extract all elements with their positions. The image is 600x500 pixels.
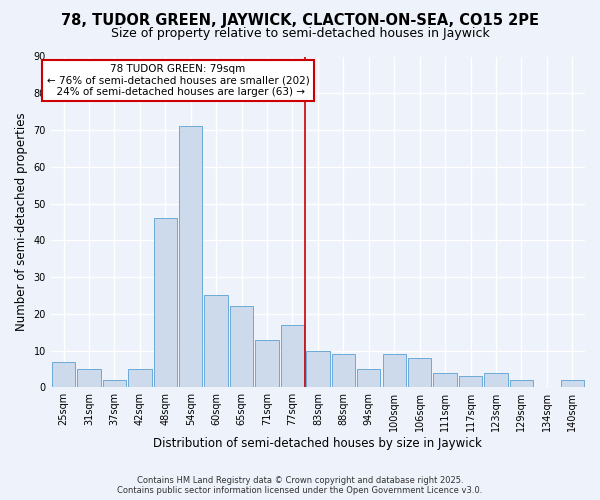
Y-axis label: Number of semi-detached properties: Number of semi-detached properties: [15, 112, 28, 331]
Bar: [560, 380, 584, 388]
Text: Contains HM Land Registry data © Crown copyright and database right 2025.
Contai: Contains HM Land Registry data © Crown c…: [118, 476, 482, 495]
Text: 78, TUDOR GREEN, JAYWICK, CLACTON-ON-SEA, CO15 2PE: 78, TUDOR GREEN, JAYWICK, CLACTON-ON-SEA…: [61, 12, 539, 28]
Bar: [383, 354, 406, 388]
Bar: [332, 354, 355, 388]
Bar: [433, 372, 457, 388]
Bar: [510, 380, 533, 388]
Bar: [205, 296, 228, 388]
Bar: [52, 362, 75, 388]
Bar: [128, 369, 152, 388]
Bar: [484, 372, 508, 388]
X-axis label: Distribution of semi-detached houses by size in Jaywick: Distribution of semi-detached houses by …: [154, 437, 482, 450]
Bar: [179, 126, 202, 388]
Bar: [281, 325, 304, 388]
Bar: [408, 358, 431, 388]
Bar: [154, 218, 177, 388]
Bar: [306, 350, 329, 388]
Text: 78 TUDOR GREEN: 79sqm
← 76% of semi-detached houses are smaller (202)
  24% of s: 78 TUDOR GREEN: 79sqm ← 76% of semi-deta…: [47, 64, 310, 97]
Bar: [459, 376, 482, 388]
Bar: [256, 340, 279, 388]
Bar: [230, 306, 253, 388]
Text: Size of property relative to semi-detached houses in Jaywick: Size of property relative to semi-detach…: [110, 28, 490, 40]
Bar: [357, 369, 380, 388]
Bar: [103, 380, 126, 388]
Bar: [77, 369, 101, 388]
